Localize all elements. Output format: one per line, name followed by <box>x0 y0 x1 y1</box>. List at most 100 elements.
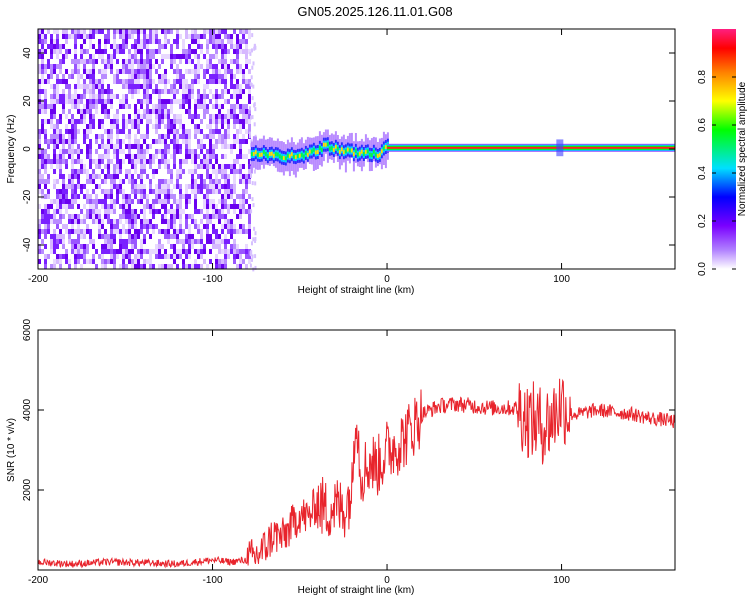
spectrogram-noise-cell <box>119 44 122 49</box>
spectrogram-noise-cell <box>125 199 128 204</box>
spectrogram-noise-cell <box>143 84 146 89</box>
spectrogram-noise-cell <box>179 174 182 179</box>
spectrogram-noise-cell <box>146 229 149 234</box>
spectrogram-noise-cell <box>44 254 47 259</box>
spectrogram-noise-cell <box>146 249 149 254</box>
spectrogram-noise-cell <box>218 74 221 79</box>
spectrogram-noise-cell <box>212 204 215 209</box>
spectrogram-noise-cell <box>176 239 179 244</box>
spectrogram-noise-cell <box>44 234 47 239</box>
spectrogram-noise-cell <box>206 194 209 199</box>
spectrogram-noise-cell <box>227 49 230 54</box>
spectrogram-noise-cell <box>185 154 188 159</box>
spectrogram-noise-cell <box>218 129 221 134</box>
spectrogram-noise-cell <box>56 89 59 94</box>
spectrogram-noise-cell <box>200 244 203 249</box>
spectrogram-noise-cell <box>215 174 218 179</box>
spectrogram-noise-cell <box>146 144 149 149</box>
spectrogram-noise-cell <box>209 149 212 154</box>
spectrogram-noise-cell <box>38 39 41 44</box>
spectrogram-noise-cell <box>59 49 62 54</box>
spectrogram-noise-cell <box>56 44 59 49</box>
spectrogram-noise-cell <box>233 169 236 174</box>
spectrogram-signal-cell <box>364 149 367 154</box>
spectrogram-noise-cell <box>131 54 134 59</box>
spectrogram-signal-cell <box>314 150 317 155</box>
spectrogram-noise-cell <box>89 204 92 209</box>
spectrogram-noise-cell <box>155 194 158 199</box>
spectrogram-noise-cell <box>254 45 257 50</box>
spectrogram-noise-cell <box>230 69 233 74</box>
spectrogram-noise-cell <box>44 139 47 144</box>
spectrogram-noise-cell <box>44 214 47 219</box>
spectrogram-noise-cell <box>56 54 59 59</box>
spectrogram-noise-cell <box>158 49 161 54</box>
spectrogram-noise-cell <box>50 244 53 249</box>
spectrogram-noise-cell <box>71 94 74 99</box>
spectrogram-noise-cell <box>107 64 110 69</box>
spectrogram-noise-cell <box>116 69 119 74</box>
spectrogram-noise-cell <box>104 104 107 109</box>
spectrogram-noise-cell <box>50 99 53 104</box>
spectrogram-noise-cell <box>119 139 122 144</box>
spectrogram-noise-cell <box>80 84 83 89</box>
spectrogram-noise-cell <box>80 114 83 119</box>
spectrogram-noise-cell <box>179 69 182 74</box>
spectrogram-noise-cell <box>224 184 227 189</box>
spectrogram-signal-cell <box>322 142 325 147</box>
spectrogram-noise-cell <box>164 89 167 94</box>
spectrogram-noise-cell <box>197 129 200 134</box>
spectrogram-noise-cell <box>233 139 236 144</box>
spectrogram-noise-cell <box>38 129 41 134</box>
spectrogram-noise-cell <box>164 249 167 254</box>
spectrogram-noise-cell <box>71 159 74 164</box>
spectrogram-noise-cell <box>149 264 152 269</box>
spectrogram-noise-cell <box>233 49 236 54</box>
spectrogram-noise-cell <box>104 114 107 119</box>
spectrogram-noise-cell <box>44 134 47 139</box>
spectrogram-noise-cell <box>242 79 245 84</box>
spectrogram-noise-cell <box>197 139 200 144</box>
spectrogram-noise-cell <box>83 94 86 99</box>
spectrogram-noise-cell <box>101 249 104 254</box>
spectrogram-noise-cell <box>104 174 107 179</box>
spectrogram-noise-cell <box>92 119 95 124</box>
spectrogram-noise-cell <box>122 259 125 264</box>
spectrogram-noise-cell <box>83 139 86 144</box>
spectrogram-noise-cell <box>188 254 191 259</box>
spectrogram-noise-cell <box>161 244 164 249</box>
spectrogram-noise-cell <box>95 249 98 254</box>
spectrogram-noise-cell <box>179 114 182 119</box>
spectrogram-noise-cell <box>98 29 101 34</box>
spectrogram-noise-cell <box>113 239 116 244</box>
spectrogram-noise-cell <box>116 149 119 154</box>
spectrogram-noise-cell <box>122 84 125 89</box>
spectrogram-noise-cell <box>107 209 110 214</box>
spectrogram-noise-cell <box>128 234 131 239</box>
spectrogram-noise-cell <box>221 259 224 264</box>
spectrogram-noise-cell <box>107 129 110 134</box>
spectrogram-noise-cell <box>149 59 152 64</box>
x-tick-label: -100 <box>203 575 223 586</box>
spectrogram-signal-cell <box>302 154 305 159</box>
spectrogram-noise-cell <box>59 194 62 199</box>
spectrogram-noise-cell <box>89 104 92 109</box>
spectrogram-noise-cell <box>215 234 218 239</box>
spectrogram-noise-cell <box>62 144 65 149</box>
spectrogram-signal-cell <box>304 150 307 155</box>
spectrogram-noise-cell <box>242 29 245 34</box>
spectrogram-noise-cell <box>116 109 119 114</box>
spectrogram-signal-cell <box>370 153 373 158</box>
spectrogram-noise-cell <box>170 189 173 194</box>
spectrogram-noise-cell <box>101 219 104 224</box>
spectrogram-noise-cell <box>101 179 104 184</box>
spectrogram-noise-cell <box>53 39 56 44</box>
spectrogram-noise-cell <box>140 149 143 154</box>
spectrogram-signal-cell <box>308 149 311 154</box>
spectrogram-cells <box>38 29 676 272</box>
spectrogram-noise-cell <box>245 44 248 49</box>
x-tick-label: 0 <box>384 575 390 586</box>
spectrogram-noise-cell <box>143 79 146 84</box>
spectrogram-noise-cell <box>50 44 53 49</box>
spectrogram-noise-cell <box>197 254 200 259</box>
